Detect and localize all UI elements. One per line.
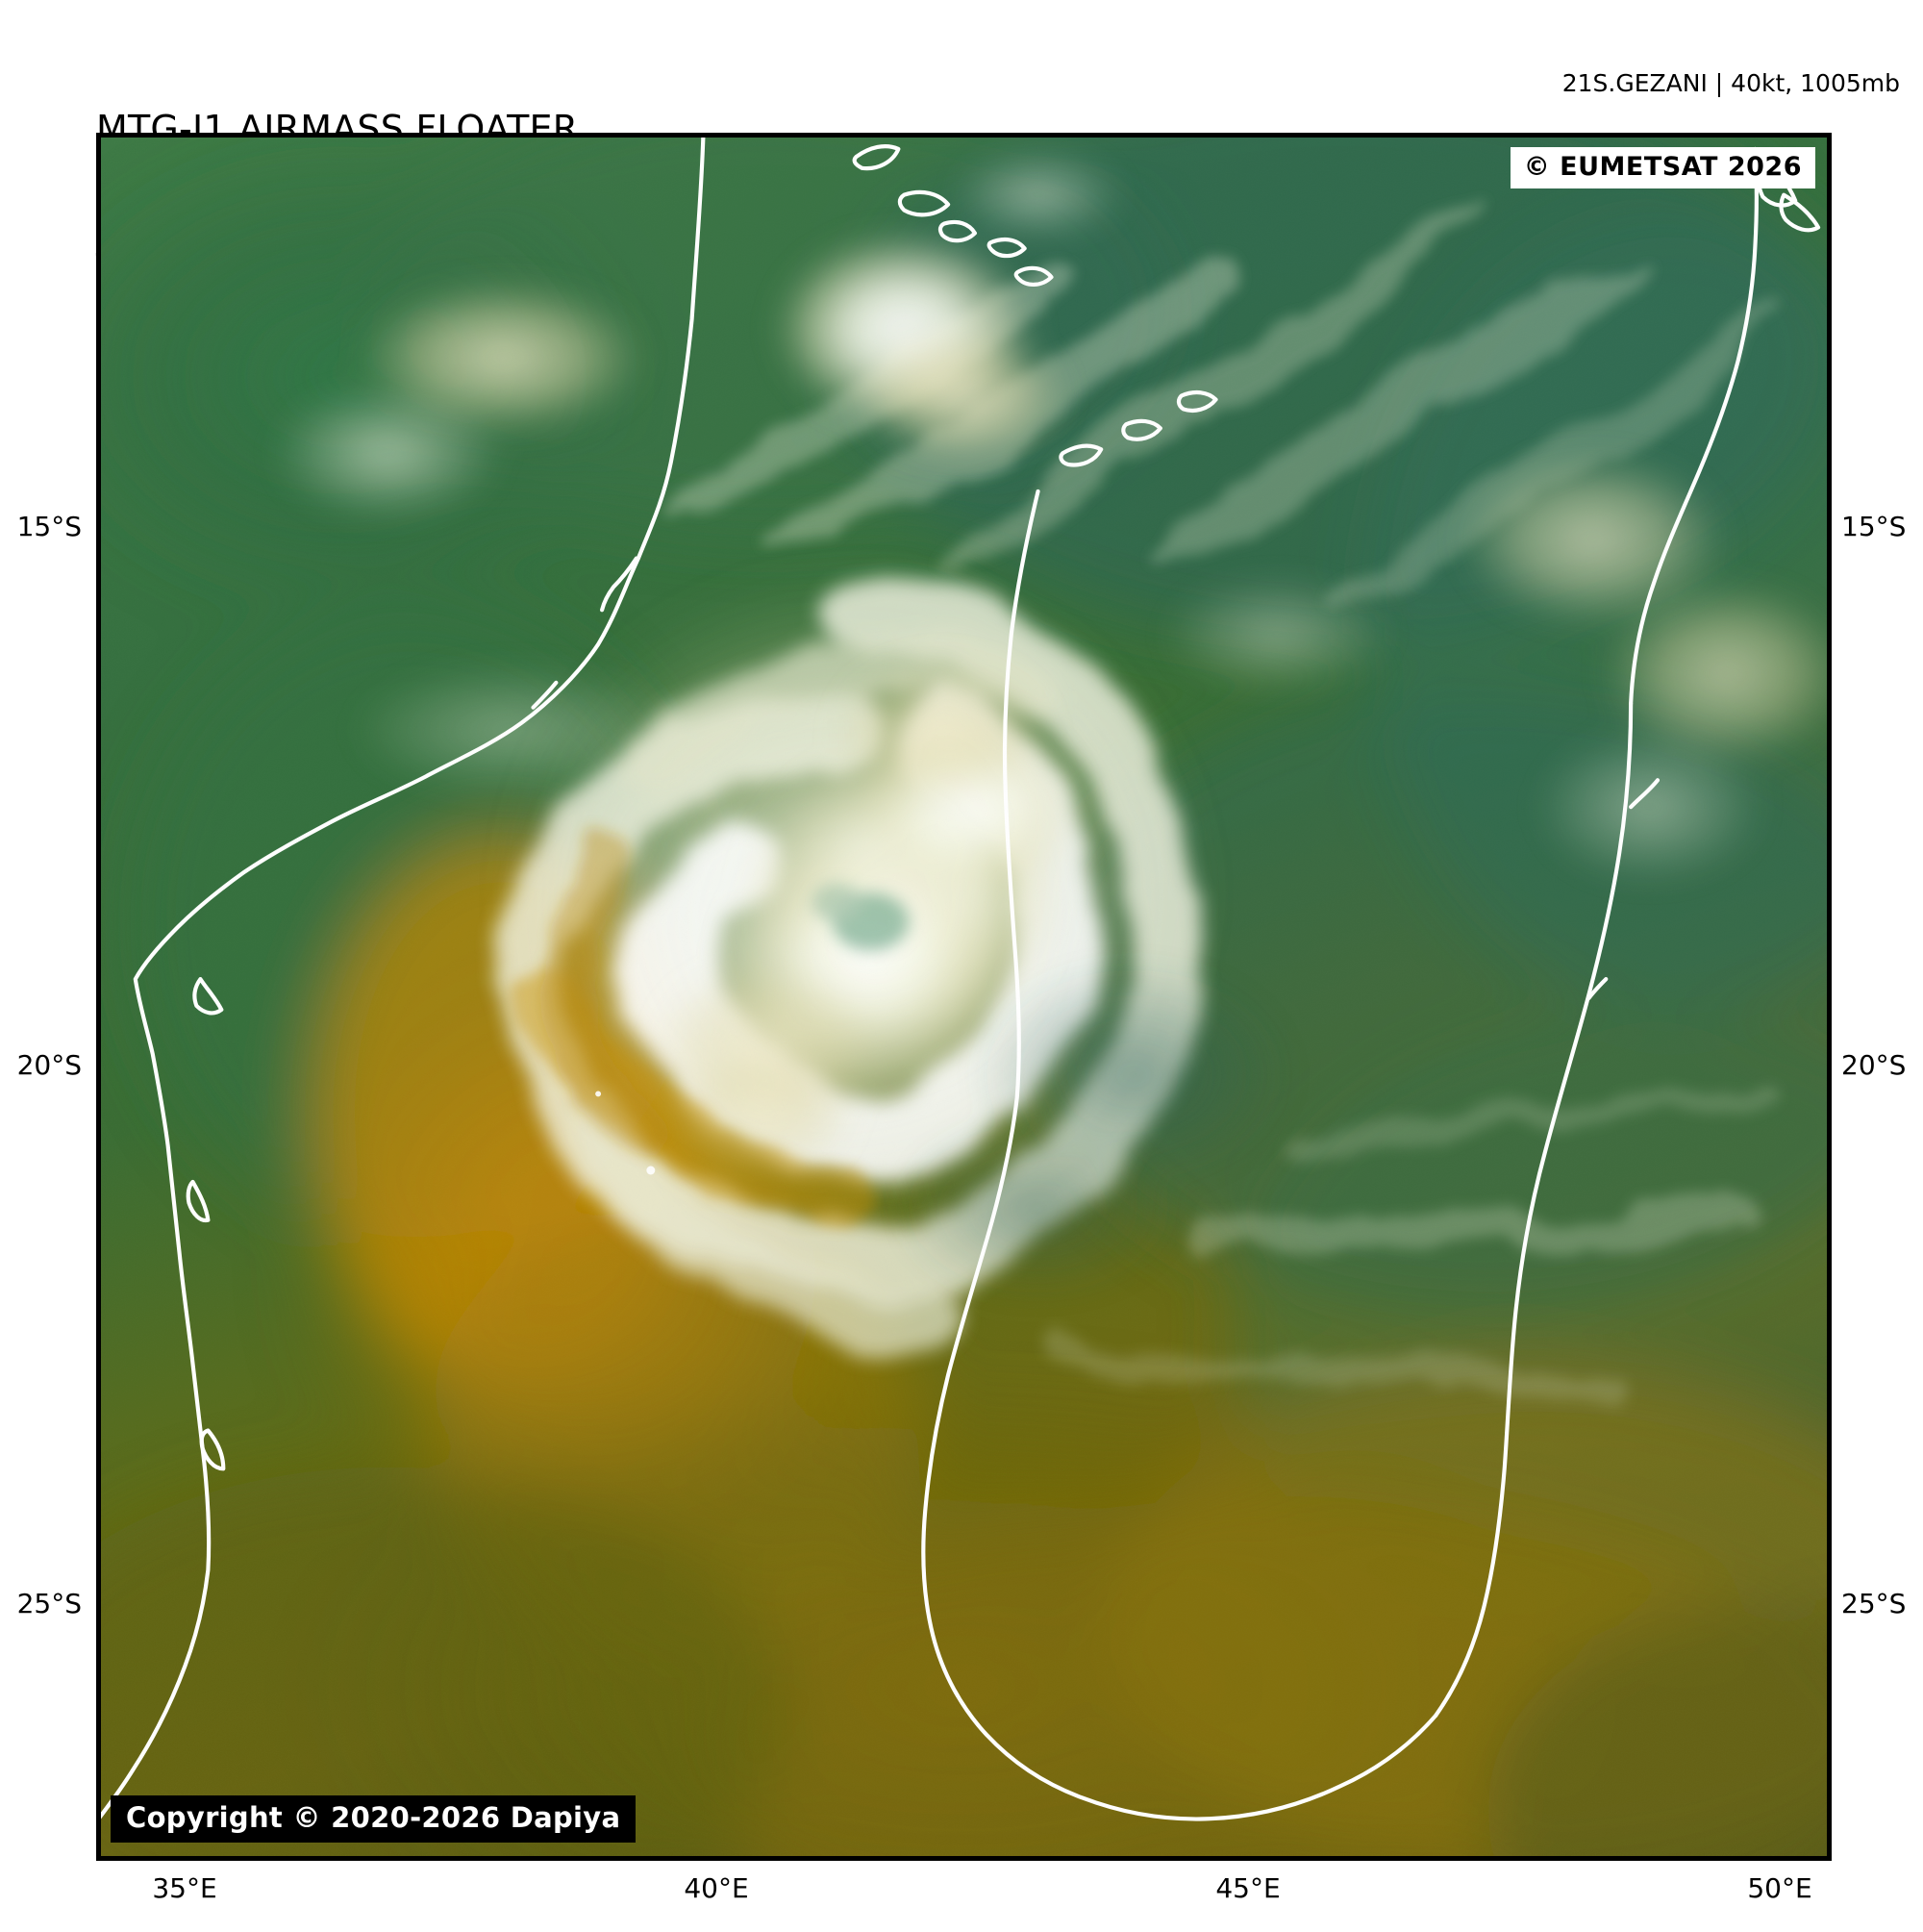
- satellite-image-panel[interactable]: © EUMETSAT 2026 Copyright © 2020-2026 Da…: [96, 133, 1832, 1861]
- lat-tick-right-0: 15°S: [1841, 511, 1907, 542]
- lon-tick-0: 35°E: [152, 1872, 217, 1904]
- lon-tick-3: 50°E: [1747, 1872, 1812, 1904]
- dapiya-copyright-badge: Copyright © 2020-2026 Dapiya: [111, 1795, 637, 1843]
- eumetsat-copyright-badge: © EUMETSAT 2026: [1510, 147, 1815, 188]
- lat-tick-left-1: 20°S: [16, 1049, 82, 1081]
- lon-tick-1: 40°E: [684, 1872, 749, 1904]
- product-title: MTG-I1 AIRMASS FLOATER: [96, 108, 579, 150]
- lat-tick-right-2: 25°S: [1841, 1588, 1907, 1619]
- airmass-rgb-satellite-image: [101, 138, 1827, 1856]
- lat-tick-right-1: 20°S: [1841, 1049, 1907, 1081]
- storm-info-label: 21S.GEZANI | 40kt, 1005mb: [1561, 69, 1900, 97]
- lat-tick-left-0: 15°S: [16, 511, 82, 542]
- lon-tick-2: 45°E: [1215, 1872, 1281, 1904]
- lat-tick-left-2: 25°S: [16, 1588, 82, 1619]
